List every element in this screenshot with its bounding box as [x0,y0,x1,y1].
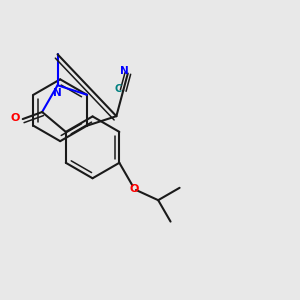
Text: N: N [120,65,129,76]
Text: O: O [11,112,20,123]
Text: O: O [129,184,139,194]
Text: C: C [114,84,122,94]
Text: N: N [53,88,62,98]
